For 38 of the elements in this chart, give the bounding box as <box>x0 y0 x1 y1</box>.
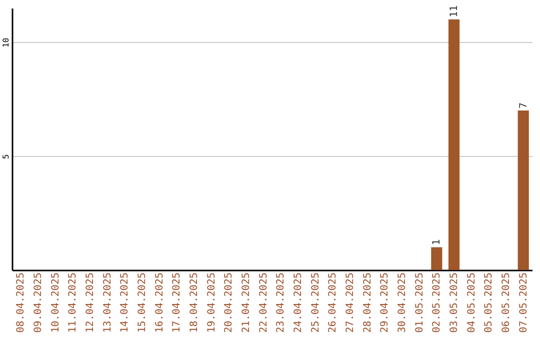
data-label: 11 <box>449 5 460 18</box>
x-tick-label: 13.04.2025 <box>102 272 114 333</box>
x-tick-label: 21.04.2025 <box>241 272 252 333</box>
x-tick-label: 04.05.2025 <box>466 272 478 333</box>
x-tick-label: 26.04.2025 <box>328 272 339 333</box>
x-tick-label: 12.04.2025 <box>85 272 96 333</box>
data-label: 1 <box>432 239 443 246</box>
y-tick-label: 10 <box>2 38 10 48</box>
x-tick-label: 01.05.2025 <box>414 272 426 333</box>
x-tick-label: 28.04.2025 <box>362 272 374 333</box>
bar <box>448 19 460 270</box>
x-tick-label: 20.04.2025 <box>224 272 235 333</box>
x-tick-label: 11.04.2025 <box>68 272 79 333</box>
x-tick-label: 30.04.2025 <box>397 272 408 333</box>
x-tick-label: 19.04.2025 <box>206 272 218 333</box>
y-tick-label: 5 <box>2 154 10 159</box>
x-tick-label: 06.05.2025 <box>501 272 512 333</box>
x-tick-label: 23.04.2025 <box>276 272 287 333</box>
x-tick-label: 07.05.2025 <box>518 272 530 333</box>
x-tick-label: 24.04.2025 <box>293 272 304 333</box>
bar <box>518 110 529 270</box>
x-tick-label: 02.05.2025 <box>432 272 443 333</box>
x-tick-label: 14.04.2025 <box>120 272 131 333</box>
x-tick-label: 29.04.2025 <box>380 272 391 333</box>
x-tick-label: 27.04.2025 <box>345 272 356 333</box>
x-tick-label: 05.05.2025 <box>484 272 495 333</box>
bar <box>431 247 442 270</box>
x-tick-label: 10.04.2025 <box>50 272 62 333</box>
x-tick-label: 25.04.2025 <box>310 272 322 333</box>
x-tick-label: 16.04.2025 <box>154 272 166 333</box>
x-tick-label: 22.04.2025 <box>258 272 270 333</box>
x-tick-label: 17.04.2025 <box>172 272 183 333</box>
x-tick-label: 08.04.2025 <box>16 272 27 333</box>
x-tick-label: 15.04.2025 <box>137 272 148 333</box>
data-label: 7 <box>518 102 530 109</box>
x-tick-label: 09.04.2025 <box>33 272 44 333</box>
x-tick-label: 03.05.2025 <box>449 272 460 333</box>
x-tick-label: 18.04.2025 <box>189 272 200 333</box>
